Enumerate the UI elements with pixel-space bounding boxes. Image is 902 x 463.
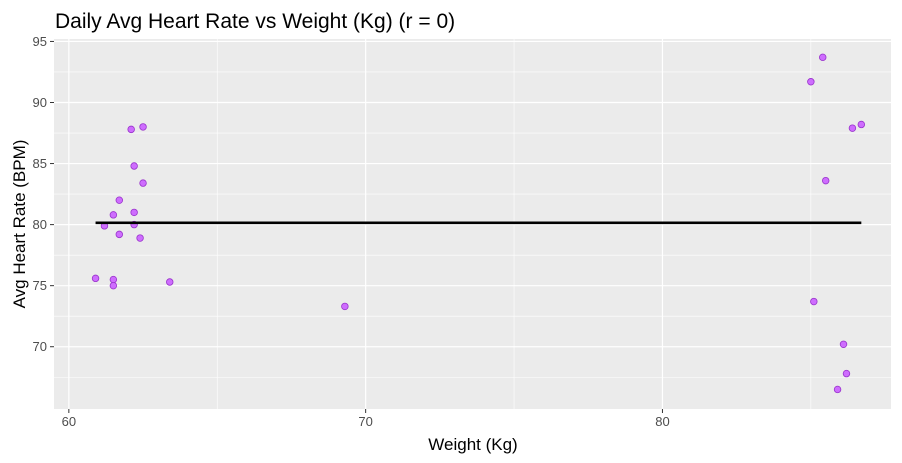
data-point xyxy=(833,385,842,394)
data-point xyxy=(842,369,851,378)
data-point xyxy=(139,179,147,187)
data-point xyxy=(166,278,174,286)
data-point xyxy=(115,196,123,204)
axis-ticks: 60 70 80 70 75 80 85 90 95 xyxy=(33,34,670,429)
x-tick-label: 80 xyxy=(655,414,669,429)
data-point xyxy=(822,176,830,185)
data-point xyxy=(341,302,349,311)
data-point xyxy=(848,124,857,132)
data-point xyxy=(807,78,815,86)
data-point xyxy=(810,297,818,306)
data-point xyxy=(839,340,848,348)
data-point xyxy=(136,234,144,242)
y-tick-label: 80 xyxy=(33,217,47,232)
y-tick-label: 95 xyxy=(33,34,47,49)
x-tick-label: 60 xyxy=(62,414,76,429)
data-point xyxy=(819,53,827,62)
chart-title: Daily Avg Heart Rate vs Weight (Kg) (r =… xyxy=(55,10,455,33)
data-point xyxy=(91,274,100,283)
y-tick-label: 90 xyxy=(33,95,47,110)
data-point xyxy=(857,120,866,129)
y-axis-title: Avg Heart Rate (BPM) xyxy=(10,140,29,309)
data-point xyxy=(109,281,118,290)
data-point xyxy=(109,275,118,284)
data-points xyxy=(91,53,866,394)
y-tick-label: 75 xyxy=(33,278,47,293)
y-tick-label: 70 xyxy=(33,339,47,354)
data-point xyxy=(130,208,138,217)
data-point xyxy=(127,125,135,134)
data-point xyxy=(139,123,147,131)
data-point xyxy=(115,230,123,239)
data-point xyxy=(109,211,118,219)
data-point xyxy=(130,162,138,170)
y-tick-label: 85 xyxy=(33,156,47,171)
x-axis-title: Weight (Kg) xyxy=(428,435,517,454)
x-tick-label: 70 xyxy=(358,414,372,429)
